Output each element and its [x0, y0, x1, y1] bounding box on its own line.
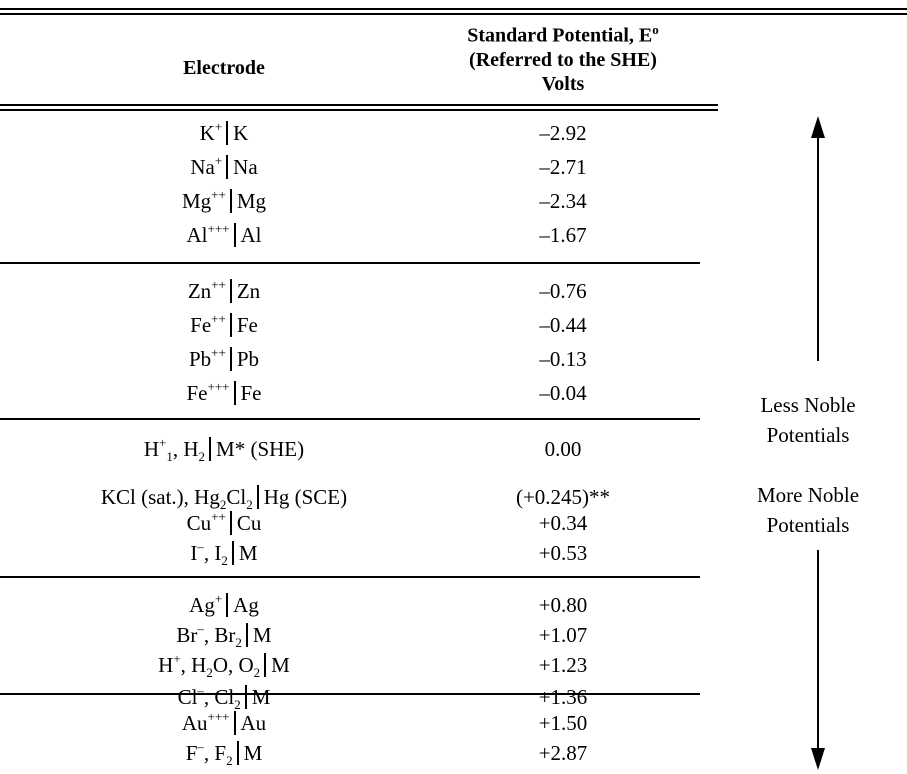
electrode-cl: Cl–, Cl2 M [177, 683, 271, 713]
less-noble-label: Less Noble Potentials [760, 393, 856, 447]
electrode-sce: KCl (sat.), Hg2Cl2 Hg (SCE) [100, 485, 348, 513]
potential-iodine: +0.53 [538, 541, 588, 565]
potential-pb: –0.13 [539, 347, 587, 371]
potential-she: 0.00 [544, 437, 582, 461]
electrode-al: Al+++ Al [186, 221, 262, 247]
group-rule-3 [0, 576, 700, 578]
electrode-au: Au+++ Au [181, 709, 267, 735]
group-rule-1 [0, 262, 700, 264]
potential-zn: –0.76 [539, 279, 587, 303]
top-double-rule [0, 8, 907, 15]
header-double-rule [0, 104, 718, 111]
electrode-fe2: Fe++ Fe [190, 311, 258, 337]
potential-mg: –2.34 [539, 189, 587, 213]
electrode-zn: Zn++ Zn [187, 277, 261, 303]
electrode-h2o: H+, H2O, O2 M [158, 651, 290, 681]
potential-k: –2.92 [539, 121, 587, 145]
header-potential-line2: (Referred to the SHE) [469, 48, 657, 71]
potential-h2o: +1.23 [538, 653, 588, 677]
electrode-iodine: I–, I2 M [190, 539, 258, 569]
potential-ag: +0.80 [538, 593, 588, 617]
arrow-down-icon [811, 550, 825, 770]
electrode-ag: Ag+ Ag [189, 591, 259, 617]
potential-fe2: –0.44 [539, 313, 587, 337]
arrow-up-icon [811, 116, 825, 361]
electrode-she: H+1, H2 M* (SHE) [143, 435, 305, 465]
electrode-cu: Cu++ Cu [186, 509, 262, 535]
potential-au: +1.50 [538, 711, 588, 735]
potential-br: +1.07 [538, 623, 588, 647]
potential-fe3: –0.04 [539, 381, 587, 405]
header-potential: Standard Potential, Eo (Referred to the … [408, 18, 718, 96]
more-noble-label: More Noble Potentials [756, 483, 860, 537]
potential-f: +2.87 [538, 741, 588, 765]
potential-cl: +1.36 [538, 685, 588, 709]
electrode-br: Br–, Br2 M [176, 621, 272, 651]
electrode-pb: Pb++ Pb [188, 345, 260, 371]
header-potential-super: o [652, 22, 659, 37]
electrode-mg: Mg++ Mg [181, 187, 267, 213]
electrode-na: Na+ Na [190, 153, 258, 179]
header-electrode: Electrode [183, 57, 265, 79]
potential-cu: +0.34 [538, 511, 588, 535]
electrode-fe3: Fe+++ Fe [186, 379, 262, 405]
potential-sce: (+0.245)** [515, 485, 611, 509]
group-rule-4 [0, 693, 700, 695]
potential-al: –1.67 [539, 223, 587, 247]
potential-na: –2.71 [539, 155, 587, 179]
electrode-f: F–, F2 M [185, 739, 263, 769]
header-potential-line3: Volts [541, 72, 585, 95]
electrode-k: K+ K [199, 119, 249, 145]
group-rule-2 [0, 418, 700, 420]
header-potential-line1: Standard Potential, E [467, 24, 653, 47]
